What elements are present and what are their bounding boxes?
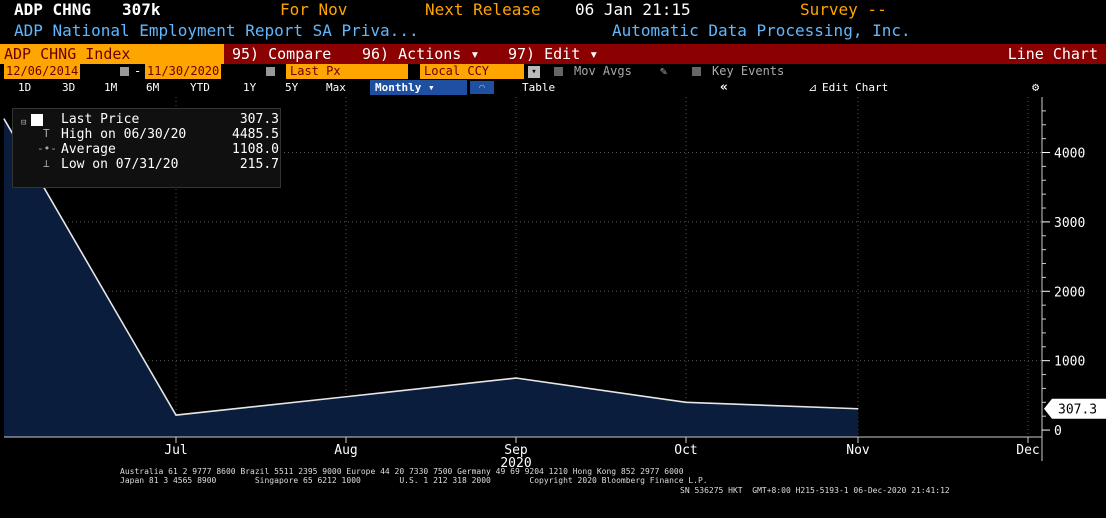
- footer-session-line: SN 536275 HKT GMT+8:00 H215-5193-1 06-De…: [680, 486, 950, 495]
- period-6m[interactable]: 6M: [146, 81, 160, 94]
- x-tick-label: Dec: [1016, 443, 1039, 458]
- pencil-icon[interactable]: ✎: [660, 64, 668, 78]
- footer-contacts-line1: Australia 61 2 9777 8600 Brazil 5511 239…: [120, 467, 684, 476]
- survey-label: Survey --: [800, 0, 887, 19]
- legend-high-label: High on 06/30/20: [61, 127, 187, 142]
- y-tick-label: 2000: [1054, 285, 1085, 300]
- compare-button[interactable]: 95) Compare: [232, 45, 332, 63]
- period-ytd[interactable]: YTD: [190, 81, 210, 94]
- legend-box: ⊟ Last Price 307.3 T High on 06/30/20 44…: [12, 108, 281, 188]
- average-marker-icon: -•-: [37, 142, 57, 155]
- legend-high: High on 06/30/20 4485.5: [61, 127, 279, 142]
- ticker: ADP CHNG: [14, 0, 92, 19]
- description-row: ADP National Employment Report SA Priva.…: [0, 21, 1106, 41]
- data-point: [685, 401, 687, 403]
- data-point: [515, 377, 517, 379]
- x-tick-label: Jul: [164, 443, 187, 458]
- period-3d[interactable]: 3D: [62, 81, 76, 94]
- period-label: For Nov: [280, 0, 348, 19]
- legend-average: Average 1108.0: [61, 142, 279, 157]
- calendar-icon[interactable]: [266, 67, 275, 76]
- toolbar: ADP CHNG Index 95) Compare 96) Actions ▾…: [0, 44, 1106, 64]
- checkbox-icon[interactable]: [554, 67, 563, 76]
- chart-style-icon[interactable]: ⌒: [470, 81, 494, 94]
- legend-last-label: Last Price: [61, 112, 140, 127]
- last-value-tag: [1044, 398, 1106, 419]
- collapse-legend-icon[interactable]: ⊟: [21, 118, 27, 128]
- legend-average-value: 1108.0: [232, 142, 279, 157]
- start-date-field[interactable]: 12/06/2014: [4, 64, 81, 79]
- y-tick-label: 3000: [1054, 216, 1085, 231]
- x-tick-label: Sep: [504, 443, 528, 458]
- table-button[interactable]: Table: [522, 81, 556, 94]
- x-tick-label: Oct: [674, 443, 697, 458]
- chart-type-label[interactable]: Line Chart: [1007, 45, 1098, 63]
- actions-menu[interactable]: 96) Actions ▾: [362, 45, 480, 63]
- next-release-value: 06 Jan 21:15: [575, 0, 691, 19]
- company-name: Automatic Data Processing, Inc.: [612, 21, 911, 40]
- gear-icon[interactable]: ⚙: [1032, 80, 1040, 94]
- y-tick-label: 1000: [1054, 355, 1085, 370]
- series-description: ADP National Employment Report SA Priva.…: [14, 21, 419, 40]
- period-max[interactable]: Max: [326, 81, 346, 94]
- period-1d[interactable]: 1D: [18, 81, 32, 94]
- legend-average-label: Average: [61, 142, 116, 157]
- range-separator: -: [134, 64, 142, 78]
- collapse-icon[interactable]: «: [720, 80, 728, 95]
- footer-contacts-line2: Japan 81 3 4565 8900 Singapore 65 6212 1…: [120, 476, 708, 485]
- data-point: [3, 118, 5, 120]
- data-point: [857, 408, 859, 410]
- legend-low: Low on 07/31/20 215.7: [61, 157, 279, 172]
- y-tick-label: 0: [1054, 424, 1062, 439]
- legend-low-value: 215.7: [239, 157, 279, 172]
- index-field[interactable]: ADP CHNG Index: [0, 44, 224, 64]
- legend-high-value: 4485.5: [232, 127, 279, 142]
- field-select[interactable]: Last Px: [286, 64, 408, 79]
- legend-low-label: Low on 07/31/20: [61, 157, 179, 172]
- header-row: ADP CHNG 307k For Nov Next Release 06 Ja…: [0, 0, 1106, 20]
- x-tick-label: Nov: [846, 443, 870, 458]
- edit-menu[interactable]: 97) Edit ▾: [508, 45, 599, 63]
- end-date-field[interactable]: 11/30/2020: [145, 64, 222, 79]
- headline-value: 307k: [122, 0, 161, 19]
- key-events-label[interactable]: Key Events: [712, 64, 785, 78]
- legend-last-value: 307.3: [239, 112, 279, 127]
- y-tick-label: 4000: [1054, 147, 1085, 162]
- next-release-label: Next Release: [425, 0, 541, 19]
- frequency-select[interactable]: Monthly ▾: [370, 80, 467, 95]
- low-marker-icon: ⊥: [43, 157, 50, 170]
- x-tick-label: Aug: [334, 443, 357, 458]
- period-5y[interactable]: 5Y: [285, 81, 299, 94]
- period-bar: 1D 3D 1M 6M YTD 1Y 5Y Max Monthly ▾ ⌒ Ta…: [0, 80, 1106, 95]
- series-swatch: [31, 114, 43, 126]
- currency-select[interactable]: Local CCY: [420, 64, 524, 79]
- period-1m[interactable]: 1M: [104, 81, 118, 94]
- mov-avgs-label[interactable]: Mov Avgs: [574, 64, 632, 78]
- checkbox-icon[interactable]: [692, 67, 701, 76]
- last-value-label: 307.3: [1058, 403, 1097, 418]
- edit-chart-button[interactable]: Edit Chart: [822, 81, 889, 94]
- legend-last: Last Price 307.3: [61, 112, 279, 127]
- period-1y[interactable]: 1Y: [243, 81, 257, 94]
- high-marker-icon: T: [43, 127, 50, 140]
- edit-chart-icon[interactable]: ⊿: [808, 81, 818, 94]
- calendar-icon[interactable]: [120, 67, 129, 76]
- range-row: 12/06/2014 - 11/30/2020 Last Px Local CC…: [0, 64, 1106, 79]
- data-point: [175, 414, 177, 416]
- data-point: [345, 396, 347, 398]
- chevron-down-icon[interactable]: ▾: [528, 66, 540, 78]
